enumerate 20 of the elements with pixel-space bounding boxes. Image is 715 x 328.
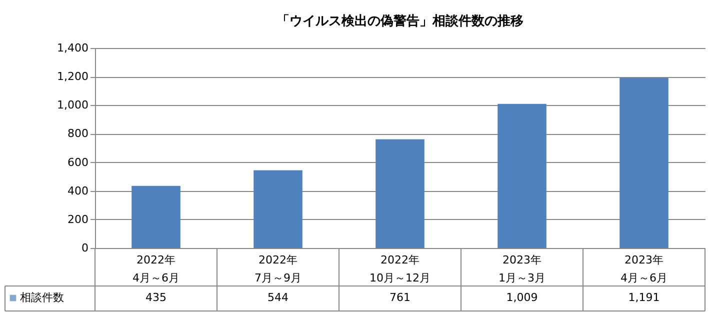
legend-label: 相談件数 [20, 291, 64, 304]
x-tick-label: 2022年 7月～9月 [254, 254, 302, 284]
x-tick-label: 2022年 10月～12月 [370, 254, 430, 284]
y-tick-label: 800 [68, 127, 88, 140]
data-label: 544 [268, 291, 288, 304]
y-tick-label: 400 [68, 184, 88, 198]
x-tick-label: 2022年 4月～6月 [132, 254, 180, 284]
y-tick-label: 600 [68, 156, 88, 169]
data-label: 1,191 [628, 291, 660, 304]
data-label: 1,009 [506, 291, 538, 304]
data-label: 435 [146, 291, 166, 304]
data-label: 761 [390, 291, 410, 304]
y-tick-label: 200 [68, 212, 88, 226]
y-tick-label: 1,400 [57, 42, 88, 54]
chart-title: 「ウイルス検出の偽警告」相談件数の推移 [276, 13, 524, 29]
y-tick-label: 1,200 [57, 70, 88, 84]
x-tick-label: 2023年 1月～3月 [498, 254, 546, 284]
x-tick-label: 2023年 4月～6月 [620, 254, 668, 284]
y-tick-label: 0 [82, 242, 88, 254]
y-tick-label: 1,000 [57, 98, 88, 112]
